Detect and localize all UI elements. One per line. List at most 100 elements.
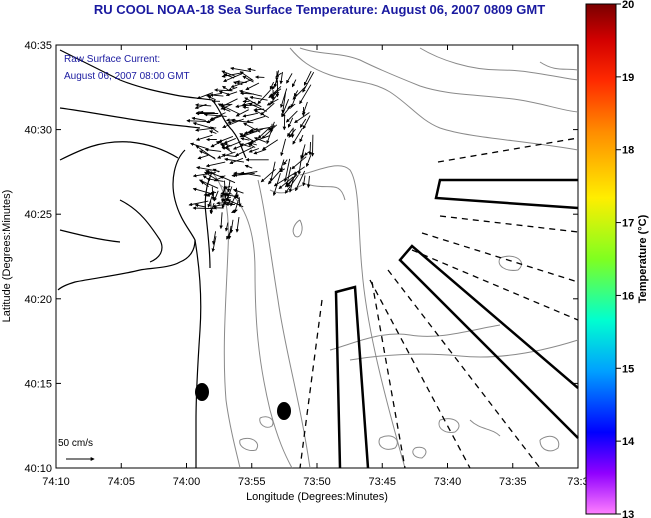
scale-label: 50 cm/s	[58, 438, 93, 449]
current-vector	[195, 127, 217, 132]
current-vector	[225, 91, 238, 97]
current-vector	[292, 86, 307, 100]
current-vector	[291, 79, 297, 88]
current-vector	[209, 130, 217, 134]
current-vector	[223, 137, 236, 144]
current-vector	[303, 70, 312, 86]
current-vector	[247, 67, 256, 72]
current-vector	[235, 187, 239, 199]
current-vector	[257, 89, 271, 105]
current-vector	[306, 175, 311, 189]
current-vector	[242, 75, 254, 83]
current-vector	[195, 134, 213, 141]
y-tick-label: 40:35	[24, 40, 52, 52]
current-vector	[302, 115, 311, 130]
current-vector	[247, 130, 257, 134]
current-vector	[281, 99, 290, 118]
current-vector	[253, 137, 267, 143]
current-vector	[229, 219, 234, 234]
current-vector	[284, 174, 298, 188]
current-vector	[209, 115, 222, 121]
current-vector	[194, 103, 207, 109]
current-vector	[240, 137, 250, 141]
current-vector	[211, 236, 217, 253]
current-vector	[253, 148, 267, 155]
current-vector	[226, 180, 231, 193]
current-vector	[209, 200, 214, 215]
current-vector	[221, 153, 237, 158]
current-vector	[224, 157, 245, 163]
current-vector	[268, 125, 275, 131]
current-vector	[281, 92, 287, 114]
x-axis: 74:10 74:05 74:00 73:55 73:50 73:45 73:40 73:35…	[42, 45, 589, 488]
bathymetry-contours	[209, 47, 579, 469]
current-vector	[203, 112, 227, 117]
current-vector	[280, 88, 288, 108]
current-vector	[280, 138, 287, 157]
y-tick-label: 40:20	[24, 294, 52, 306]
current-vector	[308, 141, 312, 156]
current-vector	[248, 141, 258, 146]
current-vector	[233, 81, 243, 86]
current-vector	[197, 154, 209, 160]
station-marker	[277, 402, 291, 420]
current-vector	[200, 181, 209, 187]
current-vector	[278, 168, 286, 173]
current-vector	[207, 95, 216, 101]
x-tick-label: 73:45	[368, 476, 396, 488]
current-vector	[235, 146, 254, 157]
colorbar-tick-label: 18	[622, 145, 634, 157]
current-vector	[242, 105, 249, 110]
colorbar-tick-label: 14	[622, 436, 635, 448]
current-vector	[230, 66, 252, 73]
current-vector	[233, 171, 258, 177]
current-vector	[224, 222, 229, 232]
current-vector	[245, 115, 266, 124]
current-vector	[224, 141, 242, 149]
current-vector	[192, 187, 212, 195]
current-vector	[266, 121, 275, 145]
x-tick-label: 74:10	[42, 476, 70, 488]
current-vector	[260, 102, 275, 116]
current-vector	[283, 159, 288, 166]
current-vector	[285, 110, 298, 123]
x-tick-label: 73:50	[303, 476, 331, 488]
current-vector	[273, 173, 295, 187]
current-vector	[223, 180, 227, 198]
current-vector	[212, 231, 217, 245]
current-vector	[273, 70, 280, 88]
coastline	[57, 49, 247, 468]
colorbar-label: Temperature (°C)	[637, 214, 649, 303]
current-vector	[206, 92, 222, 98]
current-vector	[245, 82, 260, 91]
current-vector	[244, 164, 253, 169]
current-vector	[302, 101, 308, 115]
current-vector	[210, 140, 223, 148]
y-axis-label: Latitude (Degrees:Minutes)	[1, 190, 13, 323]
annotation-line1: Raw Surface Current:	[64, 54, 160, 65]
current-vector	[287, 103, 296, 109]
current-vector	[219, 175, 236, 184]
current-vector	[261, 139, 279, 151]
current-vector	[223, 193, 230, 206]
current-vector	[287, 117, 294, 128]
current-vector	[221, 70, 236, 77]
current-vector	[302, 71, 315, 93]
current-vector	[233, 199, 239, 214]
current-vector	[269, 85, 282, 97]
current-vector	[235, 109, 249, 117]
current-vector	[209, 126, 219, 133]
current-vector	[221, 72, 244, 78]
current-vector	[239, 133, 256, 143]
current-vector	[286, 73, 293, 84]
current-vector	[192, 121, 211, 129]
current-vector	[207, 190, 215, 208]
current-vector	[235, 217, 240, 233]
current-vector	[199, 150, 215, 159]
current-vector	[205, 169, 216, 175]
current-vector	[204, 148, 222, 152]
current-vector	[220, 98, 238, 108]
current-vector	[239, 89, 263, 97]
current-vector	[291, 156, 307, 170]
current-vector	[299, 134, 304, 143]
